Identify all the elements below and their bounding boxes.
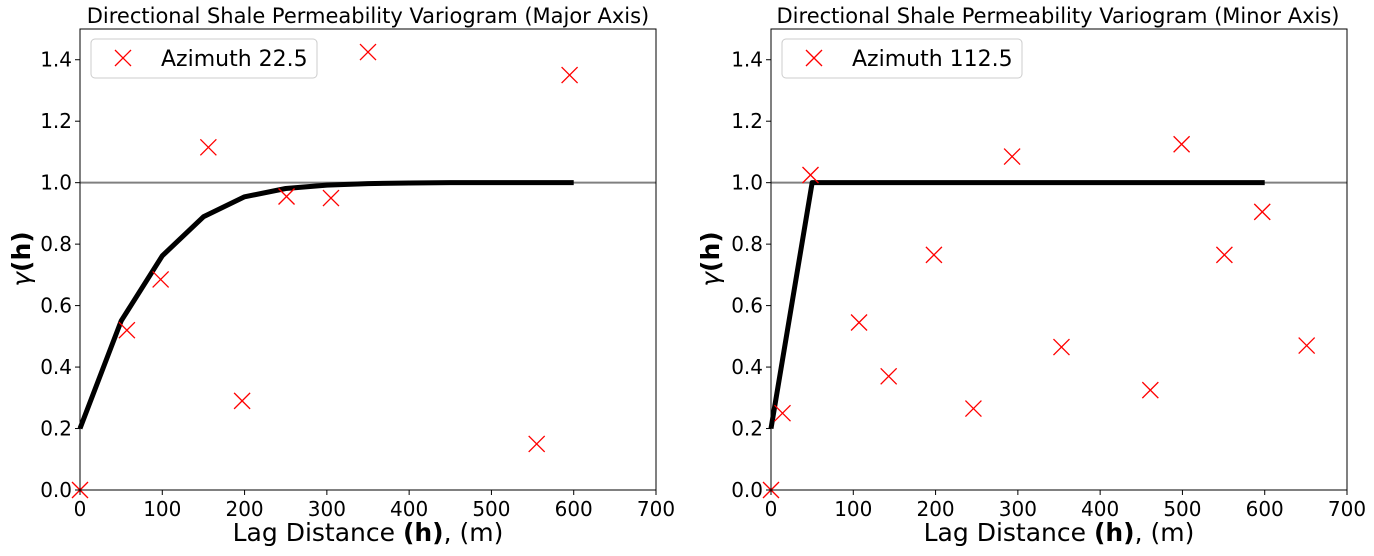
minor-x-tick-label: 400 xyxy=(1081,497,1119,521)
minor-y-tick-label: 0.6 xyxy=(731,294,763,318)
minor-variogram-model-line xyxy=(768,180,1265,429)
minor-data-point xyxy=(774,404,791,422)
minor-x-tick-label: 300 xyxy=(999,497,1037,521)
major-x-tick-label: 400 xyxy=(390,497,428,521)
major-data-point xyxy=(118,321,136,339)
major-data-point xyxy=(561,66,579,84)
major-x-tick-label: 700 xyxy=(637,497,675,521)
major-legend-box xyxy=(90,38,318,79)
minor-x-label-text: Lag Distance xyxy=(924,518,1094,547)
major-x-label-text: Lag Distance xyxy=(233,518,403,547)
minor-y-tick-label: 0.2 xyxy=(731,417,763,441)
minor-y-tick-label: 0.0 xyxy=(731,478,763,502)
minor-data-point xyxy=(1173,135,1191,153)
minor-legend-box xyxy=(781,38,1023,79)
minor-x-tick-label: 100 xyxy=(834,497,872,521)
major-data-point xyxy=(322,189,340,207)
minor-data-point xyxy=(964,400,982,418)
major-legend: Azimuth 22.5 xyxy=(90,38,318,79)
minor-plot-area xyxy=(770,28,1348,491)
minor-data-point xyxy=(925,246,943,264)
major-y-tick-label: 0.0 xyxy=(40,478,72,502)
major-x-axis-label: Lag Distance (h), (m) xyxy=(233,518,504,547)
minor-x-tick-label: 200 xyxy=(916,497,954,521)
minor-x-tick-label: 500 xyxy=(1163,497,1201,521)
minor-y-tick-label: 1.2 xyxy=(731,109,763,133)
major-x-tick-label: 200 xyxy=(225,497,263,521)
minor-data-point xyxy=(1215,246,1233,264)
major-x-tick-label: 100 xyxy=(143,497,181,521)
minor-y-tick-label: 1.4 xyxy=(731,48,763,72)
minor-x-tick-label: 700 xyxy=(1328,497,1366,521)
minor-x-tick-label: 0 xyxy=(765,497,778,521)
major-x-tick-label: 600 xyxy=(555,497,593,521)
major-data-point xyxy=(233,392,251,410)
minor-data-point xyxy=(1003,148,1021,166)
minor-data-point xyxy=(1253,203,1271,221)
minor-y-label-h: (h) xyxy=(696,231,725,272)
minor-x-label-bold: (h) xyxy=(1094,518,1135,547)
minor-chart-title: Directional Shale Permeability Variogram… xyxy=(777,4,1340,28)
major-y-tick-label: 0.6 xyxy=(40,294,72,318)
minor-axis-panel: Directional Shale Permeability Variogram… xyxy=(696,4,1366,547)
minor-data-point xyxy=(850,314,868,331)
minor-data-point xyxy=(1141,381,1159,399)
major-data-point xyxy=(278,188,295,205)
major-x-tick-label: 0 xyxy=(74,497,87,521)
major-x-label-bold: (h) xyxy=(403,518,444,547)
major-y-label-gamma: γ xyxy=(7,271,36,287)
minor-y-axis-label: γ(h) xyxy=(696,231,725,286)
major-y-tick-label: 0.2 xyxy=(40,417,72,441)
minor-data-point xyxy=(1053,338,1070,356)
minor-data-point xyxy=(1298,337,1316,355)
minor-y-label-gamma: γ xyxy=(696,271,725,287)
minor-x-axis-label: Lag Distance (h), (m) xyxy=(924,518,1195,547)
major-y-tick-label: 1.2 xyxy=(40,109,72,133)
major-data-point xyxy=(359,43,377,61)
major-variogram-model-line xyxy=(77,180,574,430)
minor-legend: Azimuth 112.5 xyxy=(781,38,1023,79)
major-y-tick-label: 0.8 xyxy=(40,232,72,256)
major-chart-title: Directional Shale Permeability Variogram… xyxy=(87,4,650,28)
minor-y-tick-label: 0.4 xyxy=(731,355,763,379)
minor-y-tick-label: 1.0 xyxy=(731,171,763,195)
minor-legend-marker-icon xyxy=(805,49,823,67)
major-legend-label: Azimuth 22.5 xyxy=(161,47,308,72)
major-y-tick-label: 1.4 xyxy=(40,48,72,72)
major-y-label-h: (h) xyxy=(7,231,36,272)
minor-y-tick-label: 0.8 xyxy=(731,232,763,256)
major-x-label-unit: , (m) xyxy=(444,518,504,547)
major-y-axis-label: γ(h) xyxy=(7,231,36,286)
major-data-point xyxy=(528,435,546,453)
major-plot-area xyxy=(79,28,657,491)
major-legend-marker-icon xyxy=(114,49,132,67)
minor-data-point xyxy=(880,367,898,385)
major-x-tick-label: 500 xyxy=(472,497,510,521)
minor-legend-label: Azimuth 112.5 xyxy=(852,47,1013,72)
minor-x-tick-label: 600 xyxy=(1246,497,1284,521)
major-y-tick-label: 1.0 xyxy=(40,171,72,195)
minor-data-point xyxy=(802,166,819,184)
major-data-point xyxy=(199,138,217,156)
major-axis-panel: Directional Shale Permeability Variogram… xyxy=(7,4,675,547)
major-data-point xyxy=(152,271,170,288)
major-y-tick-label: 0.4 xyxy=(40,355,72,379)
major-x-tick-label: 300 xyxy=(308,497,346,521)
minor-x-label-unit: , (m) xyxy=(1135,518,1195,547)
